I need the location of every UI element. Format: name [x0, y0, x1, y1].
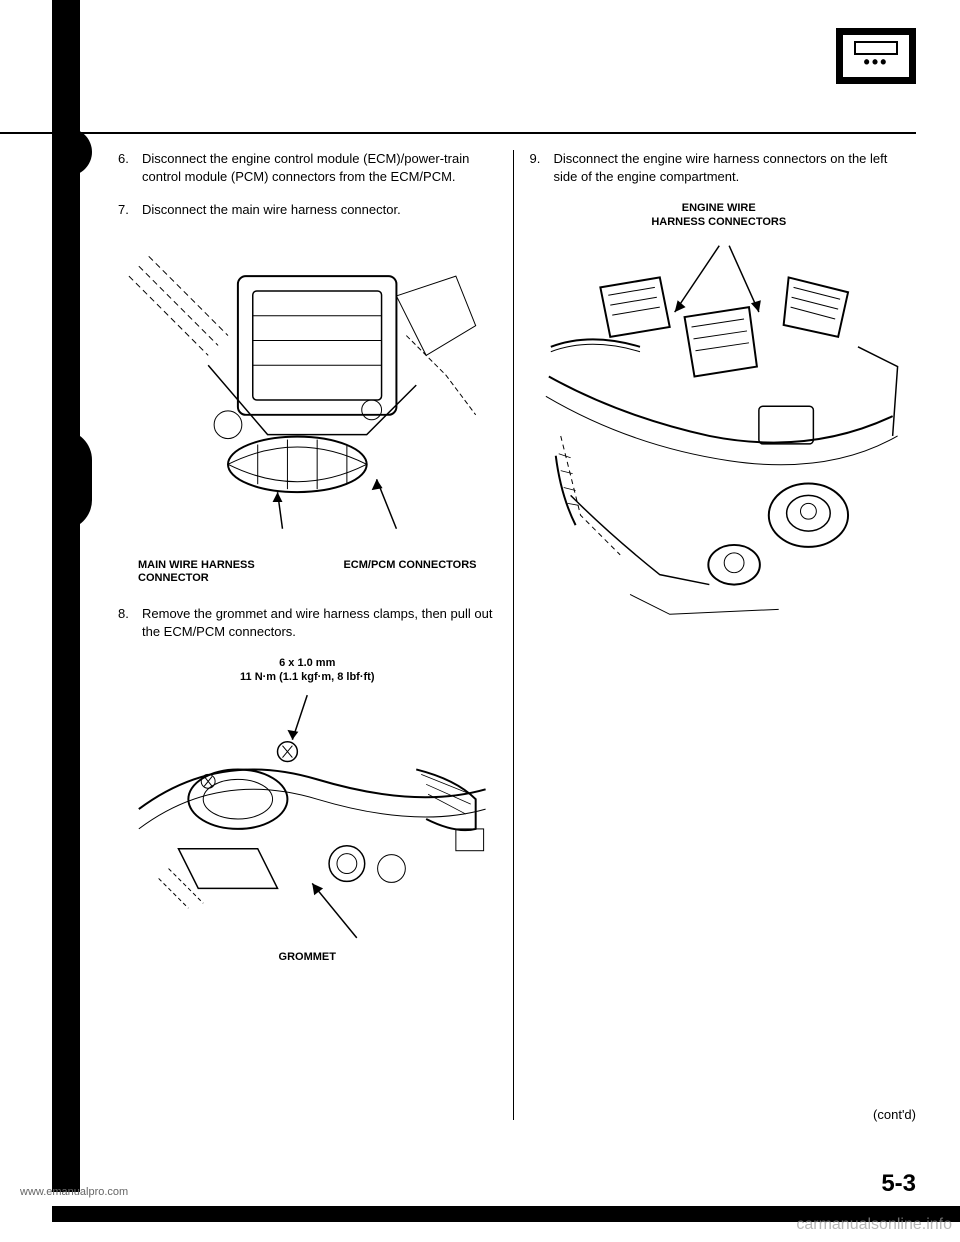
left-column: 6. Disconnect the engine control module … [110, 150, 505, 1242]
binding-spine [52, 0, 80, 1192]
step-7-text: Disconnect the main wire harness connect… [142, 201, 497, 219]
figure-1: MAIN WIRE HARNESS CONNECTOR ECM/PCM CONN… [118, 235, 497, 585]
binding-bump-1 [52, 128, 92, 176]
torque-line-1: 6 x 1.0 mm [118, 656, 497, 670]
header-icon [836, 28, 916, 84]
figure-1-label-right: ECM/PCM CONNECTORS [343, 559, 476, 585]
figure-2-svg [119, 690, 496, 948]
engine-label-line-1: ENGINE WIRE [530, 201, 909, 215]
figure-1-label-left: MAIN WIRE HARNESS CONNECTOR [138, 559, 255, 585]
figure-2-bottom-label: GROMMET [118, 951, 497, 963]
step-9-text: Disconnect the engine wire harness conne… [554, 150, 909, 185]
right-column: 9. Disconnect the engine wire harness co… [522, 150, 917, 1242]
step-9: 9. Disconnect the engine wire harness co… [530, 150, 909, 185]
step-6-text: Disconnect the engine control module (EC… [142, 150, 497, 185]
figure-3-top-label: ENGINE WIRE HARNESS CONNECTORS [530, 201, 909, 230]
figure-2-torque: 6 x 1.0 mm 11 N·m (1.1 kgf·m, 8 lbf·ft) [118, 656, 497, 685]
figure-3: ENGINE WIRE HARNESS CONNECTORS [530, 201, 909, 626]
figure-2: 6 x 1.0 mm 11 N·m (1.1 kgf·m, 8 lbf·ft) [118, 656, 497, 963]
contd-text: (cont'd) [873, 1107, 916, 1122]
page-number: 5-3 [881, 1170, 916, 1198]
figure-3-svg [531, 237, 908, 625]
step-6: 6. Disconnect the engine control module … [118, 150, 497, 185]
watermark: carmanualsonline.info [796, 1216, 952, 1234]
column-divider [513, 150, 514, 1120]
binding-bump-2 [52, 430, 92, 530]
step-7: 7. Disconnect the main wire harness conn… [118, 201, 497, 219]
step-8-text: Remove the grommet and wire harness clam… [142, 605, 497, 640]
torque-line-2: 11 N·m (1.1 kgf·m, 8 lbf·ft) [118, 670, 497, 684]
engine-label-line-2: HARNESS CONNECTORS [530, 215, 909, 229]
content-area: 6. Disconnect the engine control module … [110, 150, 916, 1242]
figure-1-svg [119, 236, 496, 554]
header-rule [0, 132, 916, 134]
step-8-num: 8. [118, 605, 142, 640]
step-9-num: 9. [530, 150, 554, 185]
step-6-num: 6. [118, 150, 142, 185]
step-7-num: 7. [118, 201, 142, 219]
step-8: 8. Remove the grommet and wire harness c… [118, 605, 497, 640]
source-url: www.emanualpro.com [20, 1186, 128, 1198]
